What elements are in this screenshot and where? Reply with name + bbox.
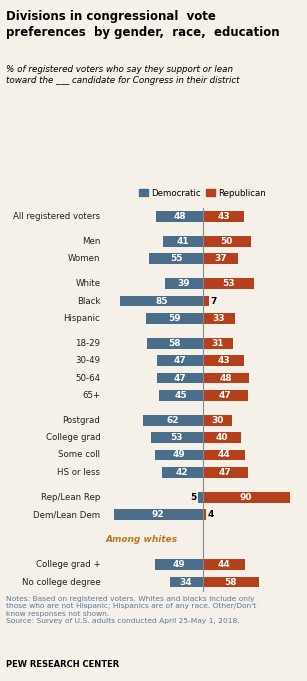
Text: 49: 49 [173, 451, 185, 460]
Bar [203, 432, 241, 443]
Bar [203, 211, 244, 222]
Bar [143, 415, 203, 426]
Text: Women: Women [68, 254, 100, 264]
Text: 40: 40 [216, 433, 228, 442]
Text: 4: 4 [208, 510, 214, 519]
Bar [163, 236, 203, 247]
Text: Rep/Lean Rep: Rep/Lean Rep [41, 493, 100, 502]
Bar [157, 355, 203, 366]
Text: 33: 33 [212, 314, 225, 323]
Text: 90: 90 [240, 493, 252, 502]
Bar [203, 390, 248, 400]
Text: White: White [75, 279, 100, 288]
Text: % of registered voters who say they support or lean
toward the ___ candidate for: % of registered voters who say they supp… [6, 65, 240, 85]
Bar [203, 373, 249, 383]
Bar [203, 279, 254, 289]
Bar [114, 509, 203, 520]
Text: Men: Men [82, 237, 100, 246]
Text: 41: 41 [177, 237, 189, 246]
Bar [203, 509, 207, 520]
Text: 48: 48 [220, 374, 232, 383]
Text: 44: 44 [218, 560, 230, 569]
Bar [120, 296, 203, 306]
Text: 5: 5 [190, 493, 196, 502]
Text: 62: 62 [166, 416, 179, 425]
Text: 39: 39 [177, 279, 190, 288]
Bar [203, 467, 248, 477]
Text: 37: 37 [214, 254, 227, 264]
Bar [165, 279, 203, 289]
Text: 53: 53 [222, 279, 235, 288]
Text: 45: 45 [175, 391, 187, 400]
Bar [203, 253, 239, 264]
Text: 43: 43 [217, 356, 230, 365]
Bar [203, 296, 209, 306]
Bar [151, 432, 203, 443]
Text: All registered voters: All registered voters [13, 212, 100, 221]
Text: 55: 55 [170, 254, 182, 264]
Text: 47: 47 [173, 356, 186, 365]
Text: 53: 53 [171, 433, 183, 442]
Text: Notes: Based on registered voters. Whites and blacks include only
those who are : Notes: Based on registered voters. White… [6, 596, 257, 624]
Text: 30-49: 30-49 [75, 356, 100, 365]
Bar [170, 577, 203, 588]
Bar [203, 449, 245, 460]
Bar [198, 492, 203, 503]
Bar [155, 449, 203, 460]
Text: 42: 42 [176, 468, 188, 477]
Text: 50: 50 [221, 237, 233, 246]
Text: 44: 44 [218, 451, 230, 460]
Bar [155, 559, 203, 570]
Text: 48: 48 [173, 212, 186, 221]
Bar [162, 467, 203, 477]
Text: 30: 30 [211, 416, 223, 425]
Bar [159, 390, 203, 400]
Text: Among whites: Among whites [106, 535, 178, 544]
Bar [203, 577, 259, 588]
Bar [203, 355, 244, 366]
Text: 65+: 65+ [82, 391, 100, 400]
Text: 47: 47 [219, 468, 232, 477]
Bar [203, 236, 251, 247]
Text: Some coll: Some coll [58, 451, 100, 460]
Text: Black: Black [77, 297, 100, 306]
Text: Dem/Lean Dem: Dem/Lean Dem [33, 510, 100, 519]
Text: HS or less: HS or less [57, 468, 100, 477]
Bar [203, 313, 235, 323]
Bar [203, 338, 233, 349]
Bar [203, 415, 232, 426]
Text: Postgrad: Postgrad [63, 416, 100, 425]
Text: PEW RESEARCH CENTER: PEW RESEARCH CENTER [6, 660, 119, 669]
Text: 58: 58 [168, 339, 181, 348]
Text: College grad +: College grad + [36, 560, 100, 569]
Bar [203, 492, 290, 503]
Text: College grad: College grad [46, 433, 100, 442]
Bar [203, 559, 245, 570]
Bar [150, 253, 203, 264]
Bar [157, 373, 203, 383]
Bar [146, 338, 203, 349]
Text: 49: 49 [173, 560, 185, 569]
Text: Divisions in congressional  vote
preferences  by gender,  race,  education: Divisions in congressional vote preferen… [6, 10, 280, 39]
Text: 34: 34 [180, 577, 192, 586]
Text: 47: 47 [219, 391, 232, 400]
Text: 7: 7 [211, 297, 217, 306]
Text: 50-64: 50-64 [75, 374, 100, 383]
Text: 47: 47 [173, 374, 186, 383]
Text: No college degree: No college degree [22, 577, 100, 586]
Text: 85: 85 [155, 297, 168, 306]
Text: 43: 43 [217, 212, 230, 221]
Text: 31: 31 [211, 339, 224, 348]
Legend: Democratic, Republican: Democratic, Republican [136, 185, 269, 201]
Bar [146, 313, 203, 323]
Text: 59: 59 [168, 314, 181, 323]
Text: 58: 58 [224, 577, 237, 586]
Text: 92: 92 [152, 510, 165, 519]
Text: 18-29: 18-29 [75, 339, 100, 348]
Text: Hispanic: Hispanic [64, 314, 100, 323]
Bar [156, 211, 203, 222]
